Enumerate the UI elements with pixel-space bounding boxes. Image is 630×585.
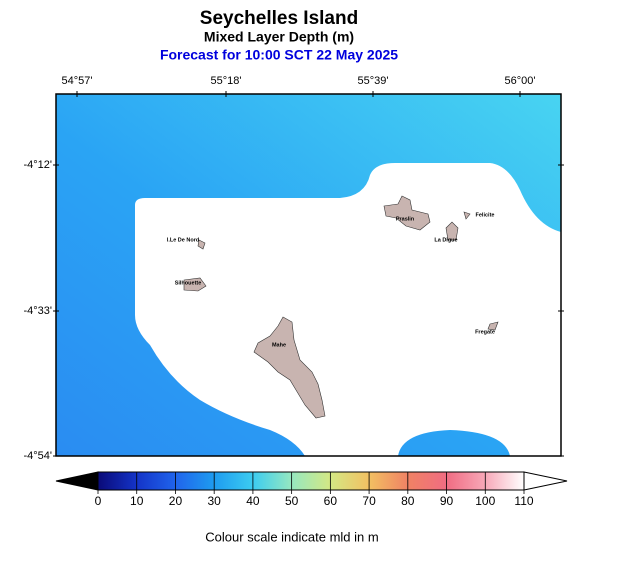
colorbar-tick-label: 100 [475, 494, 495, 508]
colorbar-tick-label: 80 [401, 494, 415, 508]
lat-label: -4°54' [23, 450, 52, 462]
lon-label: 55°18' [211, 75, 242, 87]
colorbar-high [523, 471, 568, 491]
island [383, 195, 431, 231]
colorbar-tick-label: 0 [95, 494, 102, 508]
colorbar-tick-label: 10 [130, 494, 144, 508]
colorbar-tick-label: 70 [362, 494, 376, 508]
place-label: Fregate [475, 329, 495, 335]
lat-label: -4°33' [23, 305, 52, 317]
colorbar-low [55, 471, 99, 491]
island [197, 239, 206, 250]
islands [183, 195, 499, 419]
island [445, 221, 459, 241]
colorbar-tick-label: 20 [169, 494, 183, 508]
colorbar-tick-label: 40 [246, 494, 260, 508]
place-label: Felicite [476, 212, 495, 218]
forecast: Forecast for 10:00 SCT 22 May 2025 [160, 47, 398, 63]
place-label: Praslin [396, 216, 415, 222]
subtitle: Mixed Layer Depth (m) [204, 29, 354, 45]
place-label: La Digue [434, 237, 457, 243]
place-label: Mahe [272, 342, 286, 348]
colorbar [98, 472, 524, 490]
island [463, 211, 471, 220]
lon-label: 56°00' [505, 75, 536, 87]
map-frame [55, 93, 562, 457]
island [487, 321, 499, 331]
colorbar-tick-label: 90 [440, 494, 454, 508]
colorbar-tick-label: 30 [208, 494, 222, 508]
colorbar-tick-label: 60 [324, 494, 338, 508]
colorbar-tick-label: 110 [514, 494, 533, 508]
colorbar-tick-label: 50 [285, 494, 299, 508]
place-label: I.Le De Nord [167, 237, 199, 243]
colorbar-caption: Colour scale indicate mld in m [205, 529, 378, 544]
lon-label: 55°39' [358, 75, 389, 87]
island [253, 316, 326, 419]
lat-label: -4°12' [23, 159, 52, 171]
lon-label: 54°57' [62, 75, 93, 87]
title: Seychelles Island [200, 8, 358, 29]
place-label: Silhouette [175, 280, 202, 286]
island [183, 277, 207, 292]
